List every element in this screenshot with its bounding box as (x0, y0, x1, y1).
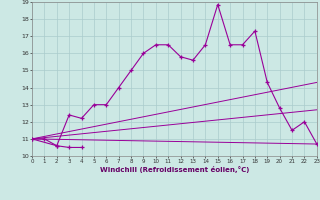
X-axis label: Windchill (Refroidissement éolien,°C): Windchill (Refroidissement éolien,°C) (100, 166, 249, 173)
